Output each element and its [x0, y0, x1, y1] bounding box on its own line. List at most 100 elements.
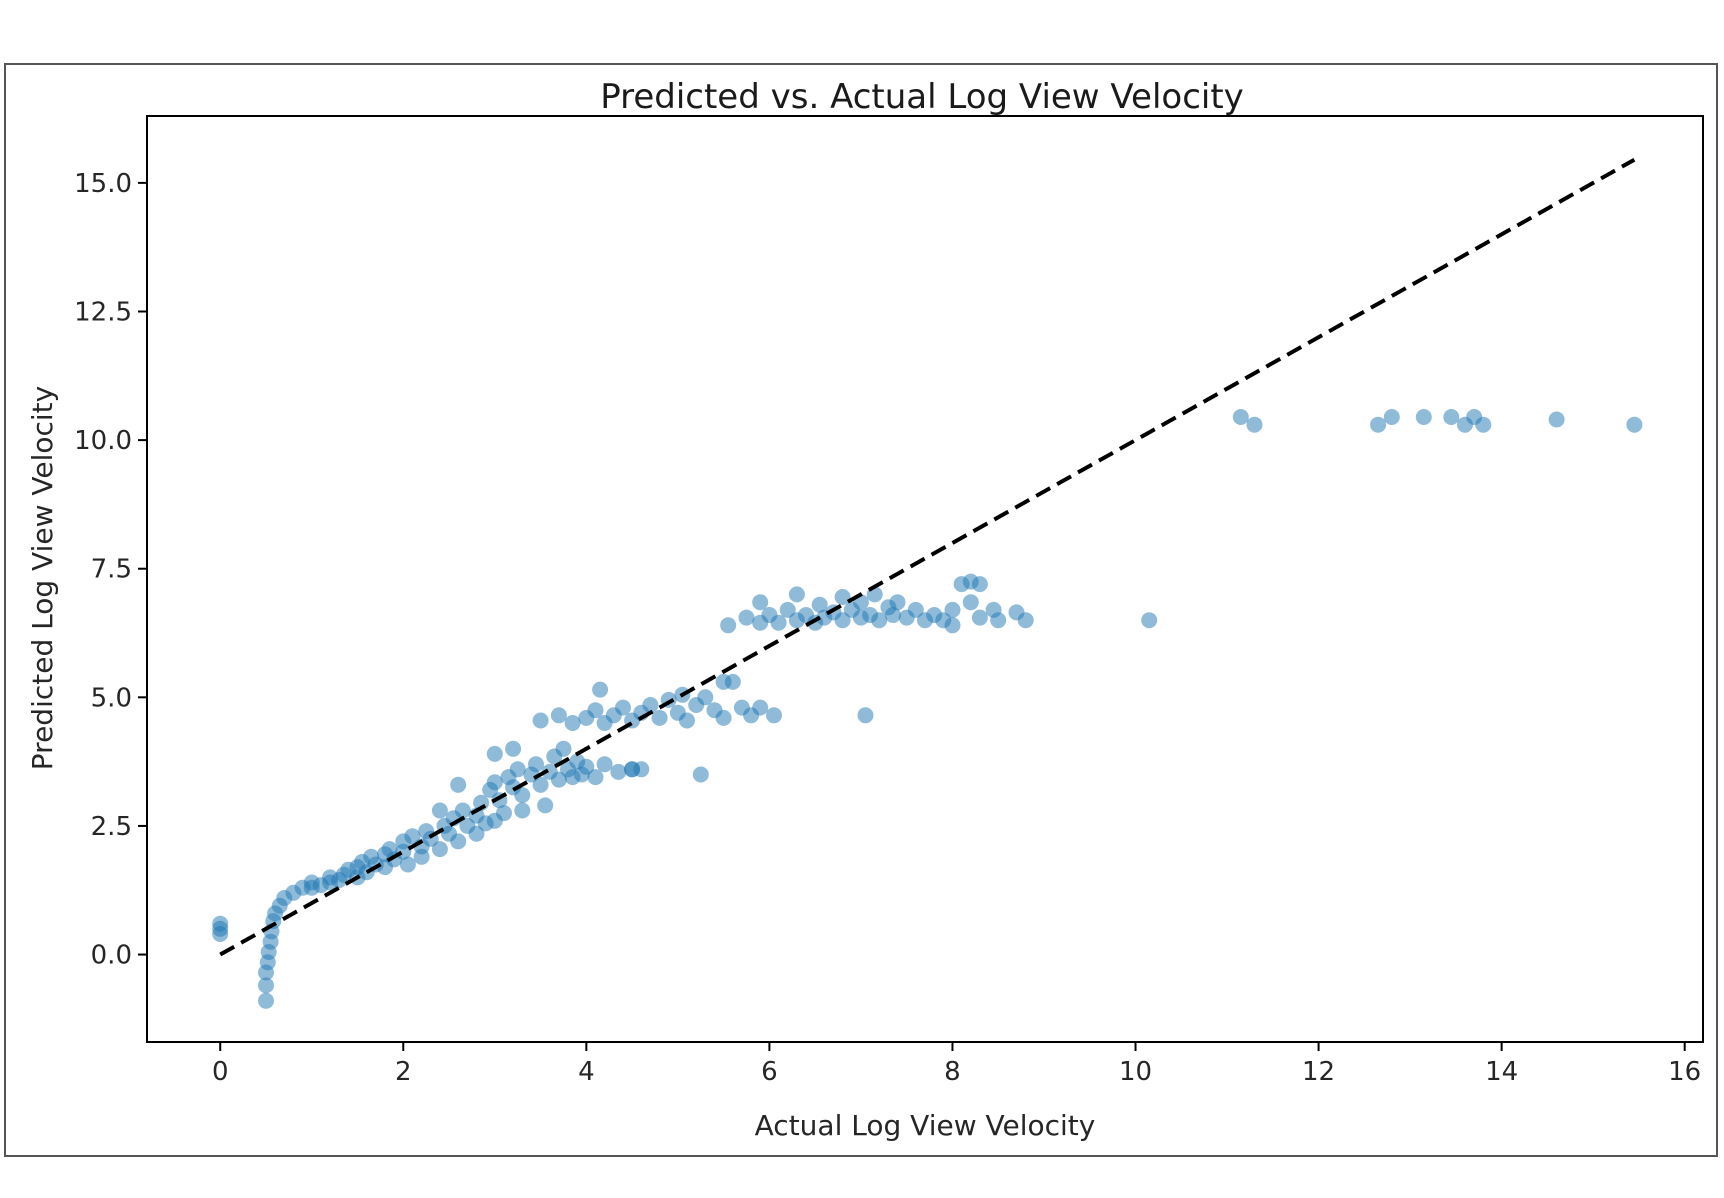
scatter-point — [770, 614, 787, 631]
scatter-point — [532, 712, 549, 729]
scatter-point — [971, 576, 988, 593]
scatter-point — [404, 828, 421, 845]
scatter-point — [592, 681, 609, 698]
scatter-point — [450, 776, 467, 793]
scatter-point — [715, 709, 732, 726]
scatter-point — [1475, 416, 1492, 433]
scatter-point — [720, 617, 737, 634]
scatter-point — [834, 589, 851, 605]
scatter-point — [1141, 612, 1158, 629]
scatter-point — [692, 766, 709, 783]
x-tick-label: 8 — [944, 1057, 961, 1087]
plot-area — [212, 157, 1643, 1009]
plot-frame — [146, 115, 1704, 1043]
scatter-point — [857, 707, 874, 724]
scatter-point — [514, 787, 531, 804]
scatter-point — [1415, 409, 1432, 425]
scatter-point — [468, 825, 485, 842]
scatter-point — [550, 771, 567, 788]
scatter-point — [679, 712, 695, 729]
scatter-point — [811, 596, 828, 613]
scatter-point — [431, 841, 448, 858]
scatter-point — [642, 697, 659, 713]
y-tick-label: 15.0 — [74, 169, 132, 199]
scatter-point — [532, 776, 549, 793]
scatter-point — [1548, 411, 1565, 428]
scatter-point — [962, 594, 979, 611]
scatter-point — [505, 740, 522, 757]
x-tick-label: 0 — [212, 1057, 229, 1087]
x-tick-label: 16 — [1668, 1057, 1701, 1087]
x-axis-label: Actual Log View Velocity — [755, 1109, 1096, 1142]
scatter-point — [212, 915, 229, 932]
scatter-chart: Predicted vs. Actual Log View Velocity 0… — [26, 77, 1704, 1142]
scatter-point — [944, 617, 961, 634]
scatter-point — [587, 769, 604, 786]
scatter-point — [258, 992, 274, 1009]
scatter-point — [889, 594, 906, 611]
scatter-point — [587, 702, 604, 719]
y-tick-label: 12.5 — [74, 297, 132, 327]
x-tick-label: 12 — [1302, 1057, 1335, 1087]
scatter-point — [258, 977, 274, 994]
chart-title: Predicted vs. Actual Log View Velocity — [600, 77, 1244, 117]
scatter-point — [752, 594, 769, 611]
scatter-point — [624, 761, 641, 778]
figure-frame: Predicted vs. Actual Log View Velocity 0… — [4, 63, 1718, 1157]
scatter-point — [990, 612, 1007, 629]
reference-line — [219, 157, 1636, 957]
scatter-point — [564, 715, 581, 731]
y-tick-label: 0.0 — [91, 941, 132, 971]
scatter-point — [596, 756, 613, 773]
scatter-point — [486, 745, 503, 762]
scatter-point — [454, 802, 471, 819]
scatter-point — [834, 612, 851, 629]
axes: 0 2 4 6 8 10 12 14 16 0.0 2.5 5.0 7.5 10.0 12.5 15.0 — [74, 169, 1701, 1087]
scatter-point — [1232, 409, 1249, 425]
y-tick-label: 10.0 — [74, 426, 132, 456]
scatter-point — [697, 689, 714, 706]
x-tick-label: 6 — [761, 1057, 778, 1087]
scatter-point — [450, 833, 467, 850]
scatter-point — [779, 601, 796, 618]
scatter-point — [528, 756, 544, 773]
y-tick-label: 5.0 — [91, 683, 132, 713]
scatter-point — [399, 856, 416, 873]
scatter-point — [907, 601, 924, 618]
x-tick-label: 4 — [578, 1057, 595, 1087]
scatter-point — [738, 609, 755, 626]
scatter-point — [871, 612, 888, 629]
scatter-point — [651, 709, 668, 726]
scatter-point — [555, 740, 572, 757]
y-tick-label: 2.5 — [91, 812, 132, 842]
y-axis-label: Predicted Log View Velocity — [26, 386, 59, 770]
scatter-point — [537, 797, 554, 814]
scatter-point — [766, 707, 782, 724]
scatter-point — [885, 607, 901, 623]
scatter-point — [1443, 409, 1460, 425]
scatter-point — [1370, 416, 1387, 433]
x-tick-label: 14 — [1485, 1057, 1518, 1087]
scatter-point — [1383, 409, 1400, 425]
scatter-point — [1246, 416, 1263, 433]
scatter-point — [509, 761, 526, 778]
scatter-point — [514, 802, 531, 819]
scatter-point — [724, 673, 741, 690]
scatter-point — [496, 805, 512, 822]
scatter-point — [610, 763, 627, 780]
scatter-point — [486, 774, 503, 791]
x-tick-label: 10 — [1119, 1057, 1152, 1087]
scatter-point — [971, 609, 988, 626]
scatter-point — [578, 758, 595, 775]
scatter-point — [413, 848, 430, 865]
scatter-point — [1626, 416, 1643, 433]
scatter-point — [615, 699, 631, 716]
scatter-point — [1017, 612, 1034, 629]
scatter-point — [431, 802, 448, 819]
x-tick-label: 2 — [395, 1057, 412, 1087]
scatter-point — [788, 586, 805, 603]
scatter-point — [944, 601, 961, 618]
y-tick-label: 7.5 — [91, 555, 132, 585]
scatter-point — [550, 707, 567, 724]
scatter-point — [752, 699, 769, 716]
